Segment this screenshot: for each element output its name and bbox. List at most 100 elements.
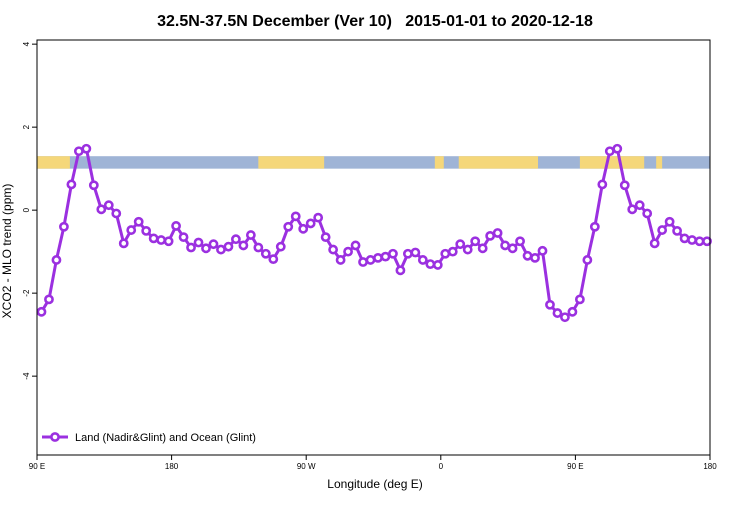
data-point — [298, 223, 309, 234]
data-point — [417, 255, 428, 265]
land-band-segment — [258, 156, 325, 169]
data-point — [627, 204, 638, 215]
series-line — [40, 147, 707, 319]
data-point — [597, 179, 608, 190]
data-point — [365, 255, 376, 265]
data-point — [612, 143, 623, 154]
data-point — [238, 240, 249, 251]
legend-label: Land (Nadir&Glint) and Ocean (Glint) — [75, 432, 256, 444]
data-point — [500, 240, 511, 251]
data-point — [350, 240, 361, 251]
y-axis-label: XCO2 - MLO trend (ppm) — [0, 184, 14, 319]
data-point — [395, 265, 406, 276]
data-point — [186, 242, 196, 253]
data-point — [530, 252, 540, 263]
data-point — [216, 244, 226, 255]
data-point — [477, 243, 488, 254]
data-point — [305, 218, 316, 229]
data-point — [275, 241, 286, 252]
data-point — [462, 244, 473, 255]
data-point — [231, 234, 241, 245]
data-point — [343, 246, 353, 257]
data-point — [373, 252, 383, 263]
data-point — [290, 211, 301, 222]
y-tick-label: 2 — [22, 124, 31, 129]
data-point — [642, 208, 653, 219]
data-point — [171, 221, 181, 231]
data-point — [36, 306, 47, 317]
y-tick-label: 4 — [22, 41, 31, 46]
data-point — [702, 236, 712, 247]
data-point — [432, 260, 443, 270]
data-point — [59, 221, 69, 232]
data-point — [88, 180, 99, 191]
data-point — [657, 225, 668, 235]
data-point — [470, 236, 481, 247]
data-point — [388, 248, 398, 259]
data-point — [522, 250, 533, 261]
data-point — [103, 200, 114, 211]
data-point — [634, 200, 645, 211]
data-point — [589, 221, 600, 232]
data-point — [126, 225, 137, 235]
data-point — [335, 255, 346, 265]
plot-frame — [36, 39, 711, 456]
data-point — [328, 244, 339, 255]
ocean-band — [37, 156, 710, 169]
data-point — [664, 216, 675, 227]
y-tick-label: 0 — [22, 207, 31, 212]
data-point — [223, 241, 234, 252]
series-lines — [36, 143, 712, 323]
data-point — [425, 259, 436, 269]
x-tick-label: 0 — [439, 462, 444, 471]
land-band-segment — [656, 156, 663, 169]
data-point — [358, 257, 368, 267]
data-point — [402, 248, 413, 259]
data-point — [201, 243, 211, 254]
land-ocean-band — [37, 156, 710, 169]
data-point — [320, 232, 331, 243]
data-point — [552, 308, 563, 318]
data-point — [455, 239, 466, 250]
data-point — [380, 251, 391, 262]
data-point — [283, 221, 294, 232]
data-point — [193, 237, 204, 248]
data-point — [51, 255, 62, 265]
data-point — [44, 294, 54, 305]
data-point — [260, 248, 271, 259]
data-point — [545, 299, 555, 310]
y-tick-label: -2 — [22, 289, 31, 297]
data-point — [118, 238, 129, 249]
data-point — [567, 306, 578, 317]
data-point — [253, 242, 264, 253]
data-point — [485, 230, 496, 241]
data-point — [447, 246, 458, 257]
data-point — [111, 208, 122, 219]
x-tick-label: 90 E — [29, 462, 45, 471]
data-point — [507, 243, 518, 254]
x-axis-label: Longitude (deg E) — [327, 477, 422, 491]
chart-title: 32.5N-37.5N December (Ver 10) 2015-01-01… — [157, 13, 593, 30]
x-tick-label: 90 E — [567, 462, 583, 471]
data-point — [96, 204, 107, 215]
data-point — [73, 146, 84, 157]
data-point — [687, 235, 697, 245]
data-point — [156, 235, 167, 245]
data-point — [604, 146, 615, 157]
data-point — [66, 179, 77, 190]
data-point — [694, 236, 705, 247]
legend-marker-swatch — [50, 432, 60, 442]
y-tick-label: -4 — [22, 372, 31, 380]
data-point — [649, 238, 660, 249]
data-point — [410, 247, 421, 258]
data-point — [268, 254, 279, 265]
data-point — [141, 225, 152, 236]
axes: 90 E 180 90 W 0 90 E 180 4 2 0 -2 -4 — [22, 41, 717, 471]
x-tick-label: 180 — [165, 462, 179, 471]
data-point — [178, 232, 189, 243]
data-point — [208, 239, 219, 250]
data-point — [679, 233, 690, 244]
data-point — [537, 245, 548, 256]
